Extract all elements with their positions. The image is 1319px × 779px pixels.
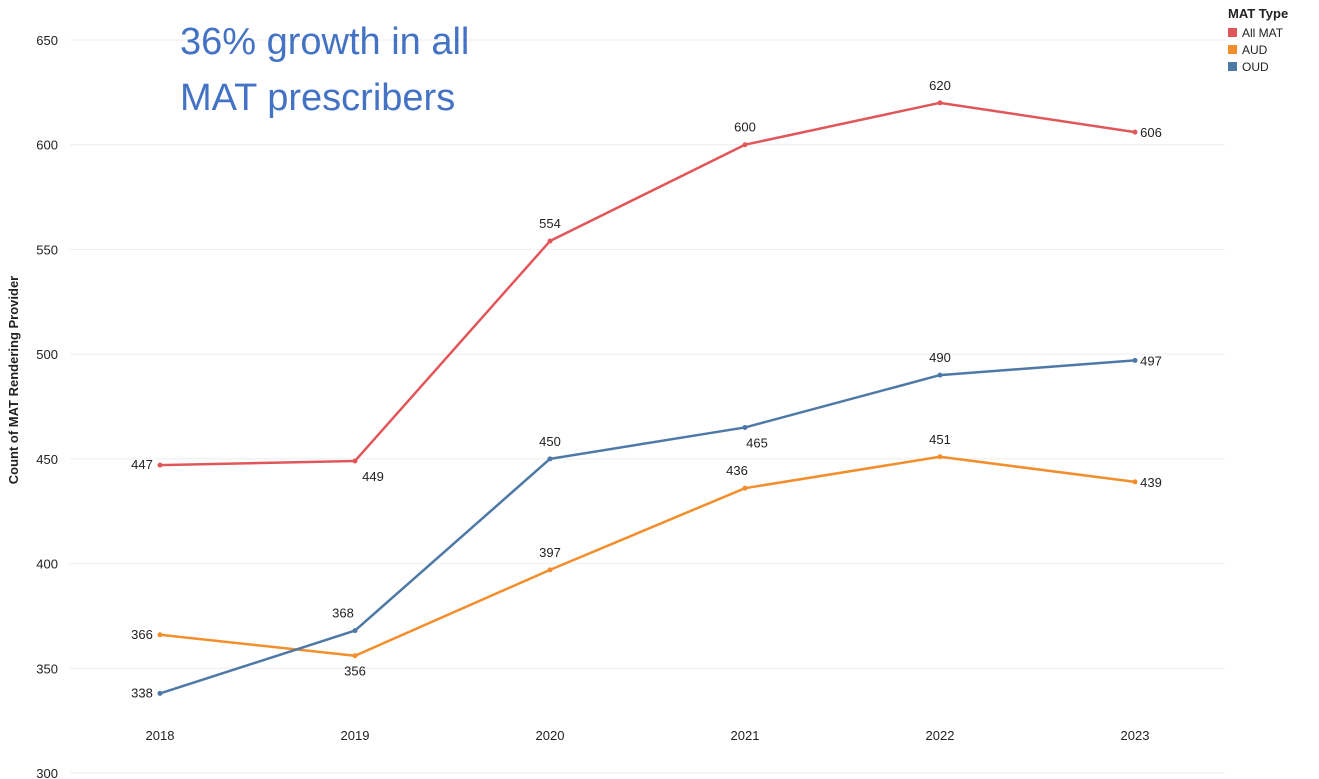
data-point (937, 372, 943, 378)
series-line-all-mat (159, 101, 1136, 467)
data-point (742, 485, 748, 491)
y-tick-label: 550 (36, 242, 58, 257)
data-label: 338 (131, 685, 153, 700)
growth-annotation: 36% growth in all MAT prescribers (180, 21, 470, 119)
data-label: 368 (332, 606, 354, 621)
data-point (352, 628, 358, 634)
data-point (547, 238, 553, 244)
legend-item: All MAT (1228, 24, 1288, 41)
y-tick-label: 350 (36, 661, 58, 676)
legend-label: OUD (1242, 59, 1269, 74)
y-tick-label: 600 (36, 138, 58, 153)
legend: MAT Type All MAT AUD OUD (1228, 6, 1288, 75)
data-label: 436 (726, 463, 748, 478)
series-line-oud (159, 359, 1136, 695)
legend-label: AUD (1242, 42, 1268, 57)
data-point (1132, 479, 1138, 485)
data-label: 465 (746, 435, 768, 450)
data-point (547, 567, 553, 573)
data-point (1132, 357, 1138, 363)
data-point (742, 424, 748, 430)
data-point (157, 632, 163, 638)
data-label: 451 (929, 432, 951, 447)
data-point (157, 690, 163, 696)
data-label: 356 (344, 664, 366, 679)
legend-item: OUD (1228, 58, 1288, 75)
y-axis-label: Count of MAT Rendering Provider (6, 276, 21, 484)
y-tick-label: 500 (36, 347, 58, 362)
data-point (1132, 129, 1138, 135)
y-tick-label: 300 (36, 766, 58, 779)
data-label: 439 (1140, 475, 1162, 490)
legend-item: AUD (1228, 41, 1288, 58)
x-tick-label: 2023 (1121, 728, 1150, 743)
data-point (352, 458, 358, 464)
y-tick-label: 650 (36, 33, 58, 48)
data-label: 366 (131, 627, 153, 642)
legend-swatch (1228, 28, 1237, 37)
data-point (937, 454, 943, 460)
data-label: 554 (539, 216, 561, 231)
data-label: 449 (362, 469, 384, 484)
data-point (742, 142, 748, 148)
data-point (352, 653, 358, 659)
data-label: 397 (539, 545, 561, 560)
data-label: 606 (1140, 125, 1162, 140)
data-label: 497 (1140, 353, 1162, 368)
y-tick-label: 400 (36, 557, 58, 572)
data-point (157, 462, 163, 468)
y-tick-label: 450 (36, 452, 58, 467)
data-label: 450 (539, 434, 561, 449)
legend-swatch (1228, 62, 1237, 71)
data-label: 600 (734, 120, 756, 135)
data-point (547, 456, 553, 462)
x-tick-label: 2018 (146, 728, 175, 743)
x-tick-label: 2020 (536, 728, 565, 743)
legend-swatch (1228, 45, 1237, 54)
data-point (937, 100, 943, 106)
legend-title: MAT Type (1228, 6, 1289, 21)
legend-label: All MAT (1242, 25, 1284, 40)
data-label: 620 (929, 78, 951, 93)
x-tick-label: 2021 (731, 728, 760, 743)
x-tick-label: 2022 (926, 728, 955, 743)
data-label: 490 (929, 350, 951, 365)
x-tick-label: 2019 (341, 728, 370, 743)
data-label: 447 (131, 457, 153, 472)
series-line-aud (159, 455, 1136, 657)
